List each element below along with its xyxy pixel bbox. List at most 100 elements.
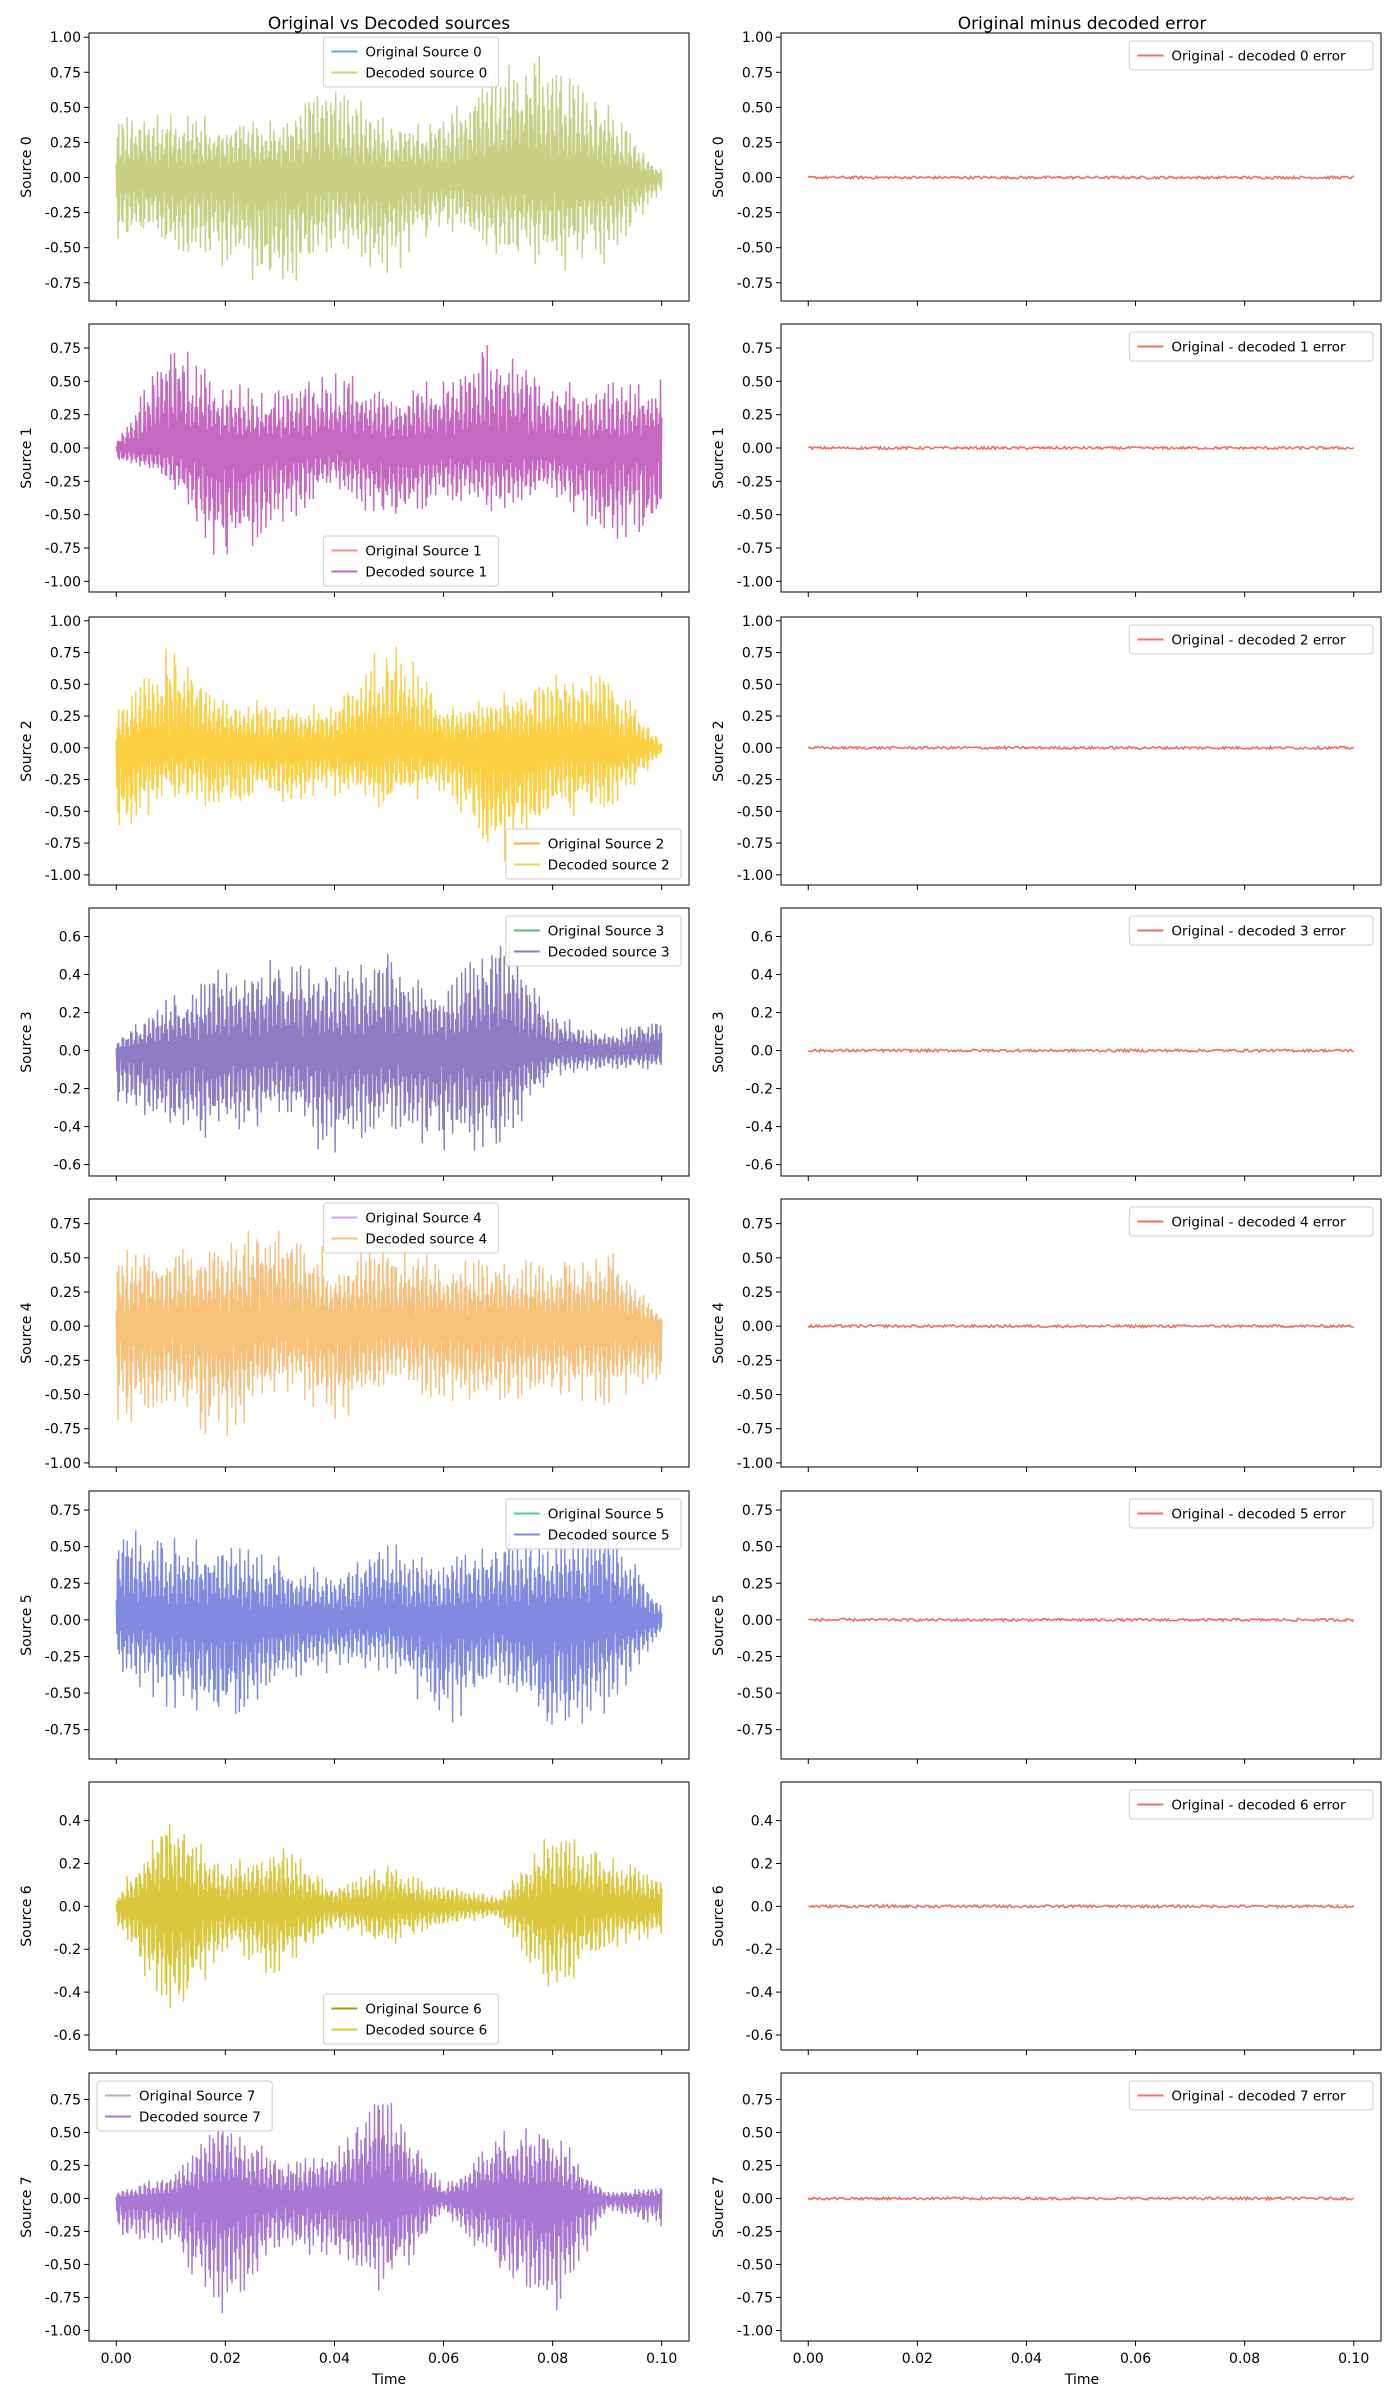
legend: Original - decoded 3 error (1128, 915, 1374, 946)
legend-box (1128, 40, 1374, 71)
axes-frame (88, 32, 690, 302)
error-line (807, 2195, 1354, 2202)
legend-box (1128, 915, 1374, 946)
y-tick-label: -0.25 (737, 206, 773, 222)
plot-area (781, 324, 1381, 592)
legend-entry: Original Source 0 (365, 45, 481, 61)
y-tick-label: 1.00 (50, 614, 81, 630)
axes-frame (88, 907, 690, 1177)
legend-entry: Original - decoded 4 error (1171, 1215, 1346, 1231)
y-tick-label: -0.50 (737, 241, 773, 257)
y-tick-label: -0.4 (54, 1985, 81, 2001)
decoded-source-line (115, 1518, 663, 1725)
y-axis-label: Source 0 (19, 136, 35, 197)
legend-box (505, 828, 682, 880)
axes-frame (780, 32, 1382, 302)
axes-frame (780, 2072, 1382, 2342)
y-axis-label: Source 1 (711, 427, 727, 488)
y-tick-label: 0.50 (50, 1251, 81, 1267)
y-tick-label: -1.00 (737, 574, 773, 590)
subplot-left-6: 0.4 0.2 0.0 -0.2 -0.4 -0.6 Source 6 Original So… (19, 1781, 690, 2055)
y-tick-label: 0.25 (742, 2158, 773, 2174)
x-tick-label: 0.04 (1011, 2351, 1042, 2367)
y-tick-label: 0.2 (59, 1856, 81, 1872)
y-tick-label: 0.00 (50, 441, 81, 457)
legend: Original - decoded 7 error (1128, 2080, 1374, 2111)
y-tick-label: 0.50 (50, 374, 81, 390)
decoded-source-line (115, 1230, 663, 1436)
y-axis-label: Source 5 (19, 1594, 35, 1655)
y-tick-label: -0.75 (737, 1422, 773, 1438)
y-tick-label: 0.00 (50, 1319, 81, 1335)
y-tick-label: 1.00 (742, 614, 773, 630)
y-tick-label: 0.2 (751, 1006, 773, 1022)
y-tick-label: -1.00 (45, 868, 81, 884)
y-tick-label: 0.75 (50, 65, 81, 81)
right-column-title: Original minus decoded error (958, 14, 1207, 34)
y-tick-label: 0.50 (742, 374, 773, 390)
legend-box (1128, 624, 1374, 655)
legend: Original Source 5 Decoded source 5 (505, 1498, 682, 1550)
legend: Original - decoded 6 error (1128, 1789, 1374, 1820)
legend: Original Source 1 Decoded source 1 (322, 535, 500, 587)
x-tick-label: 0.00 (101, 2351, 132, 2367)
subplot-grid: 1.00 0.75 0.50 0.25 0.00 -0.25 -0.50 -0.75 Sourc… (19, 30, 1382, 2367)
y-tick-label: 0.6 (59, 930, 81, 946)
axes-frame (88, 616, 690, 886)
y-tick-label: -0.25 (45, 2224, 81, 2240)
axes-frame (780, 1490, 1382, 1760)
y-tick-label: 0.25 (50, 1576, 81, 1592)
subplot-left-7: 0.75 0.50 0.25 0.00 -0.25 -0.50 -0.75 -1.00 0.00… (19, 2072, 690, 2367)
decoded-source-line (115, 55, 663, 281)
axes-frame (88, 1781, 690, 2051)
legend-entry: Original - decoded 6 error (1171, 1798, 1346, 1814)
y-tick-label: -0.50 (737, 1388, 773, 1404)
y-tick-label: 0.2 (751, 1856, 773, 1872)
y-tick-label: -0.4 (54, 1120, 81, 1136)
axes-frame (780, 907, 1382, 1177)
legend-entry: Original Source 3 (548, 924, 664, 940)
y-tick-label: 0.50 (742, 1540, 773, 1556)
decoded-source-line (115, 942, 663, 1153)
y-tick-label: -0.50 (737, 1686, 773, 1702)
y-tick-label: -0.4 (746, 1120, 773, 1136)
x-tick-label: 0.06 (428, 2351, 459, 2367)
y-tick-label: -0.25 (737, 474, 773, 490)
y-tick-label: 0.75 (742, 1217, 773, 1233)
legend-entry: Decoded source 6 (365, 2023, 487, 2039)
x-tick-label: 0.10 (646, 2351, 677, 2367)
y-tick-label: 0.00 (50, 1613, 81, 1629)
legend-entry: Original - decoded 7 error (1171, 2089, 1346, 2105)
subplot-right-0: 1.00 0.75 0.50 0.25 0.00 -0.25 -0.50 -0.75 Sourc… (711, 30, 1382, 306)
y-tick-label: 0.75 (50, 1217, 81, 1233)
y-tick-label: -0.2 (746, 1942, 773, 1958)
legend: Original - decoded 1 error (1128, 331, 1374, 362)
y-tick-label: 0.75 (50, 1503, 81, 1519)
legend-entry: Original - decoded 1 error (1171, 340, 1346, 356)
y-tick-label: -0.75 (737, 541, 773, 557)
y-axis-label: Source 1 (19, 427, 35, 488)
y-tick-label: 0.4 (59, 968, 81, 984)
subplot-right-1: 0.75 0.50 0.25 0.00 -0.25 -0.50 -0.75 -1.00 Sour… (711, 323, 1382, 597)
y-tick-label: -0.4 (746, 1985, 773, 2001)
y-tick-label: -0.75 (45, 2290, 81, 2306)
x-tick-label: 0.02 (902, 2351, 933, 2367)
y-tick-label: -0.50 (45, 1388, 81, 1404)
y-tick-label: -0.75 (737, 836, 773, 852)
subplot-right-2: 1.00 0.75 0.50 0.25 0.00 -0.25 -0.50 -0.75 -1.00… (711, 614, 1382, 890)
legend-box (1128, 2080, 1374, 2111)
y-tick-label: 0.0 (59, 1044, 81, 1060)
y-tick-label: 0.4 (59, 1814, 81, 1830)
subplot-left-4: 0.75 0.50 0.25 0.00 -0.25 -0.50 -0.75 -1.00 Sour… (19, 1198, 690, 1472)
y-tick-label: -0.75 (45, 541, 81, 557)
y-tick-label: -1.00 (45, 2323, 81, 2339)
legend-box (505, 1498, 682, 1550)
y-tick-label: -0.50 (737, 804, 773, 820)
x-tick-label: 0.08 (537, 2351, 568, 2367)
subplot-right-7: 0.75 0.50 0.25 0.00 -0.25 -0.50 -0.75 -1.00 0.00… (711, 2072, 1382, 2367)
y-tick-label: 0.25 (742, 1285, 773, 1301)
y-tick-label: -1.00 (45, 1456, 81, 1472)
y-tick-label: -0.50 (737, 2257, 773, 2273)
y-tick-label: -0.50 (45, 508, 81, 524)
